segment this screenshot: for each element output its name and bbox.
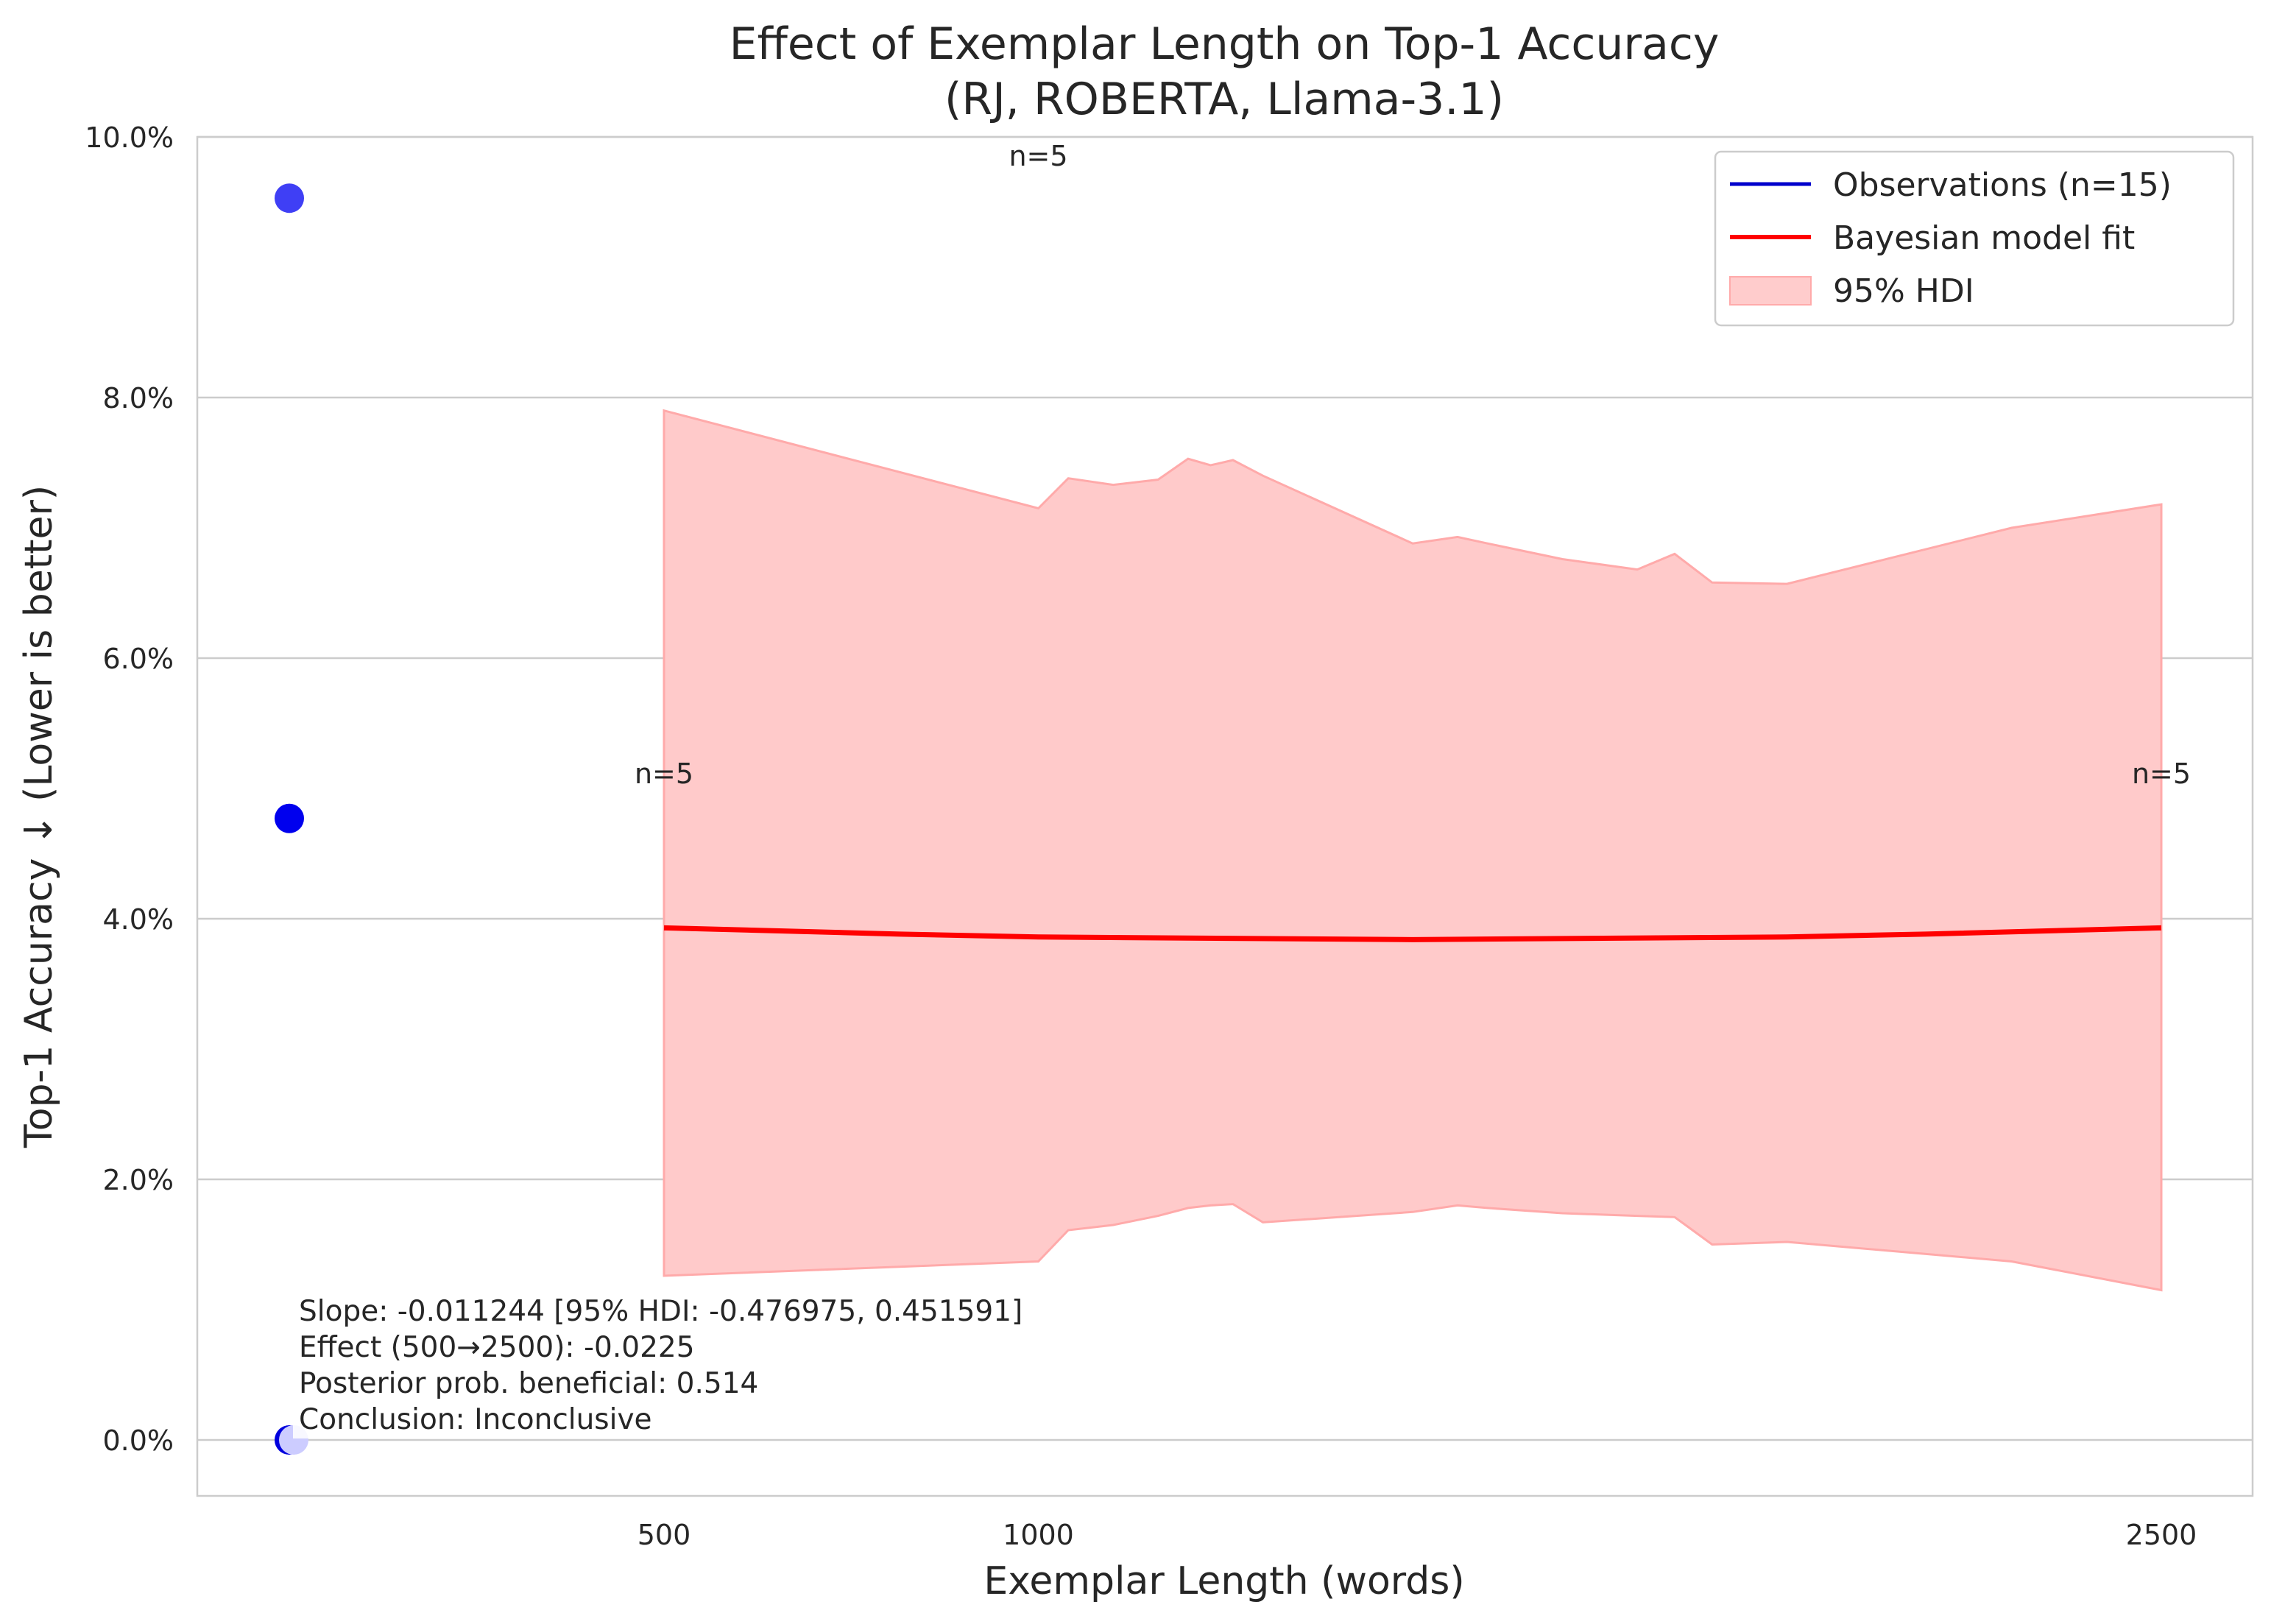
hdi-band [663,409,2163,1292]
legend: Observations (n=15) Bayesian model fit 9… [1714,150,2235,327]
hdi-layer [663,409,2163,1292]
chart-title: Effect of Exemplar Length on Top-1 Accur… [730,18,1720,70]
annotation-line: Posterior prob. beneficial: 0.514 [299,1367,758,1400]
legend-box [1714,150,2235,327]
y-axis-label: Top-1 Accuracy ↓ (Lower is better) [17,485,61,1148]
y-tick-label: 0.0% [102,1424,174,1457]
plot-frame [196,135,2254,1497]
fit-layer [663,925,2162,942]
annotation-line: Effect (500→2500): -0.0225 [299,1331,695,1364]
y-tick-label: 4.0% [102,903,174,936]
legend-label-observations: Observations (n=15) [1833,166,2172,204]
chart-subtitle: (RJ, ROBERTA, Llama-3.1) [944,74,1504,125]
annotation-box [293,1290,1088,1438]
x-axis-label: Exemplar Length (words) [983,1559,1464,1603]
y-tick-label: 10.0% [85,121,174,154]
y-tick-label: 2.0% [102,1164,174,1196]
x-tick-label: 500 [637,1519,691,1551]
legend-label-hdi: 95% HDI [1833,272,1974,310]
y-axis-ticks: 0.0% 2.0% 4.0% 6.0% 8.0% 10.0% [85,121,174,1457]
x-tick-label: 1000 [1003,1519,1074,1551]
group-count-label: n=5 [2132,758,2191,790]
annotation-line: Slope: -0.011244 [95% HDI: -0.476975, 0.… [299,1295,1023,1328]
fit-line [663,925,2162,942]
observation-point [275,803,304,833]
legend-swatch-hdi [1729,276,1812,306]
x-tick-label: 2500 [2126,1519,2197,1551]
legend-label-fit: Bayesian model fit [1833,219,2135,257]
observation-points [275,183,308,1455]
annotation-line: Conclusion: Inconclusive [299,1403,652,1436]
y-tick-label: 6.0% [102,643,174,675]
y-tick-label: 8.0% [102,382,174,414]
x-axis-ticks: 500 1000 2500 [637,1519,2197,1551]
stats-annotation: Slope: -0.011244 [95% HDI: -0.476975, 0.… [293,1290,1088,1438]
observation-point [275,183,304,213]
group-count-label: n=5 [1009,140,1067,172]
group-labels: n=5 n=5 n=5 [635,140,2191,790]
group-count-label: n=5 [635,758,693,790]
